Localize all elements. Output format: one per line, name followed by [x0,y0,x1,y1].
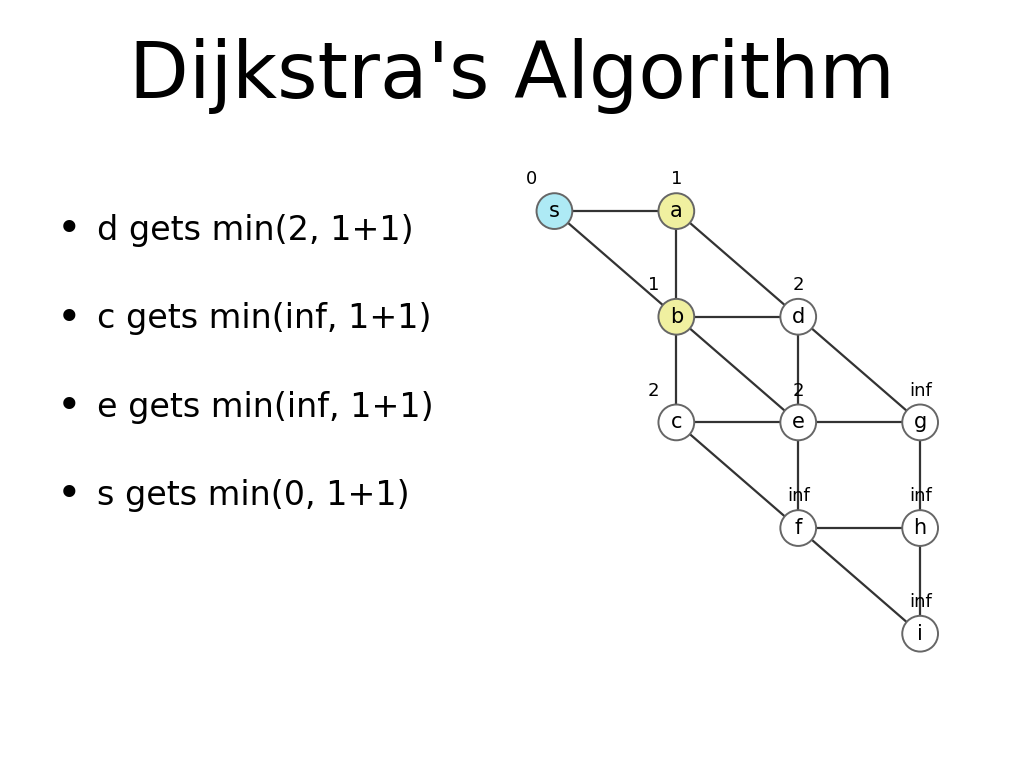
Text: inf: inf [908,487,932,505]
Circle shape [537,194,572,229]
Circle shape [780,299,816,335]
Circle shape [658,194,694,229]
Text: c gets min(inf, 1+1): c gets min(inf, 1+1) [97,303,432,335]
Circle shape [902,405,938,440]
Text: 2: 2 [648,382,659,399]
Text: s: s [549,201,560,221]
Text: 1: 1 [648,276,659,294]
Text: c: c [671,412,682,432]
Text: inf: inf [908,382,932,399]
Text: g: g [913,412,927,432]
Circle shape [780,510,816,546]
Text: 2: 2 [793,276,804,294]
Text: Dijkstra's Algorithm: Dijkstra's Algorithm [129,38,895,114]
Text: h: h [913,518,927,538]
Text: inf: inf [786,487,810,505]
Text: 1: 1 [671,170,682,188]
Circle shape [780,405,816,440]
Text: 0: 0 [526,170,538,188]
Text: 2: 2 [793,382,804,399]
Text: •: • [56,475,81,516]
Text: •: • [56,210,81,251]
Text: e: e [792,412,805,432]
Circle shape [658,299,694,335]
Text: i: i [918,624,923,644]
Text: •: • [56,298,81,339]
Text: d: d [792,306,805,326]
Text: b: b [670,306,683,326]
Circle shape [902,616,938,651]
Circle shape [658,405,694,440]
Text: d gets min(2, 1+1): d gets min(2, 1+1) [97,214,414,247]
Text: f: f [795,518,802,538]
Text: a: a [670,201,683,221]
Text: inf: inf [908,593,932,611]
Circle shape [902,510,938,546]
Text: s gets min(0, 1+1): s gets min(0, 1+1) [97,479,410,511]
Text: •: • [56,386,81,428]
Text: e gets min(inf, 1+1): e gets min(inf, 1+1) [97,391,434,423]
